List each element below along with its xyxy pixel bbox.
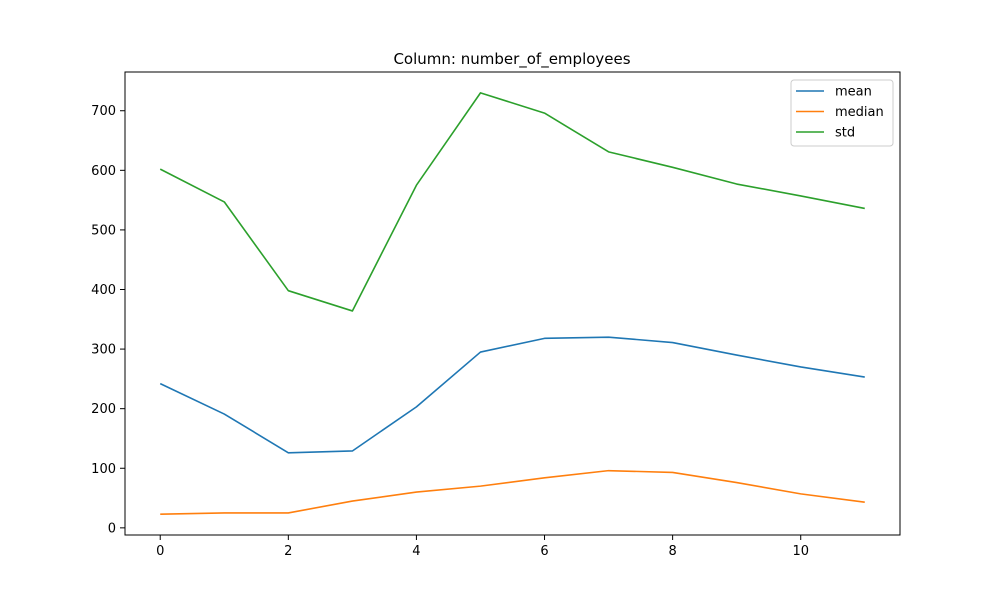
legend-label-std: std [835, 126, 855, 141]
legend-label-median: median [835, 105, 884, 120]
y-axis: 0 100 200 300 400 500 600 700 [91, 104, 125, 536]
series-line-median [160, 469, 865, 515]
y-tick-label: 200 [91, 402, 116, 417]
series-line-std [159, 92, 865, 312]
x-tick-label: 4 [412, 544, 420, 559]
x-tick-label: 8 [668, 544, 676, 559]
y-tick-label: 700 [91, 104, 116, 119]
x-tick-label: 0 [156, 544, 164, 559]
y-tick-label: 600 [91, 164, 116, 179]
y-tick-label: 400 [91, 283, 116, 298]
legend-box [790, 79, 894, 147]
x-tick-label: 6 [540, 544, 548, 559]
y-tick-label: 100 [91, 462, 116, 477]
legend: mean median std [790, 79, 894, 147]
series-layer [159, 92, 865, 515]
series-line-mean [159, 336, 865, 454]
x-tick-label: 2 [284, 544, 292, 559]
chart-title: Column: number_of_employees [393, 50, 630, 69]
x-axis: 0 2 4 6 8 10 [156, 535, 809, 559]
y-tick-label: 500 [91, 223, 116, 238]
x-tick-label: 10 [792, 544, 809, 559]
axes-frame [124, 71, 901, 536]
y-tick-label: 0 [108, 521, 116, 536]
legend-label-mean: mean [835, 85, 872, 100]
y-tick-label: 300 [91, 343, 116, 358]
